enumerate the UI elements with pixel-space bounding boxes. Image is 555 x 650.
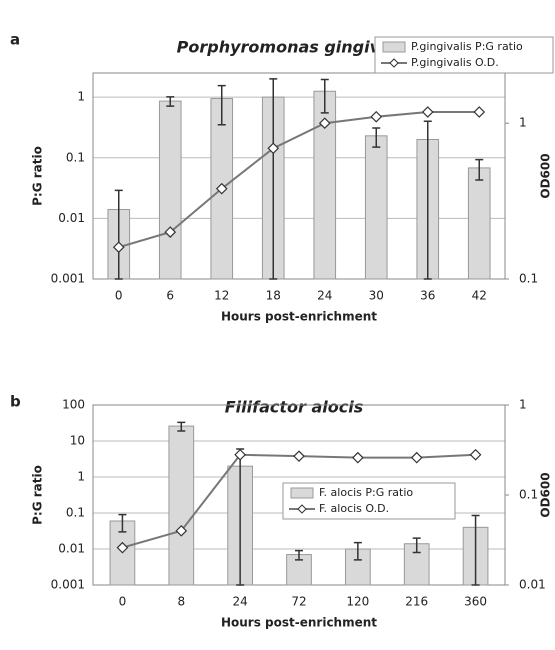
y-tick-label: 10 xyxy=(70,434,85,448)
error-bar xyxy=(114,189,123,280)
y-tick-label: 1 xyxy=(77,90,85,104)
plot-frame xyxy=(92,72,506,280)
bar xyxy=(168,425,195,586)
error-bar xyxy=(320,78,329,114)
marker xyxy=(175,524,188,537)
x-tick-label: 12 xyxy=(214,289,229,303)
x-tick-label: 8 xyxy=(177,595,185,609)
x-tick-label: 72 xyxy=(291,595,306,609)
y-tick-label: 0.001 xyxy=(51,578,85,592)
y-tick-label: 0.001 xyxy=(51,272,85,286)
x-tick-label: 24 xyxy=(317,289,332,303)
x-axis-label: Hours post-enrichment xyxy=(221,310,377,324)
legend-marker xyxy=(297,504,307,514)
error-bar xyxy=(412,537,421,554)
x-tick-label: 216 xyxy=(405,595,428,609)
y-tick-label: 0.1 xyxy=(66,150,85,164)
legend-label: F. alocis P:G ratio xyxy=(319,486,413,499)
x-tick-label: 120 xyxy=(346,595,369,609)
legend-label: P.gingivalis O.D. xyxy=(411,56,499,69)
bar xyxy=(364,135,388,280)
x-tick-label: 6 xyxy=(166,289,174,303)
y2-tick-label: 0.1 xyxy=(519,272,538,286)
marker xyxy=(267,142,280,155)
marker xyxy=(112,241,125,254)
marker xyxy=(164,226,177,238)
bar xyxy=(467,167,491,280)
error-bar xyxy=(372,127,381,148)
x-tick-label: 18 xyxy=(266,289,281,303)
marker xyxy=(370,110,383,123)
error-bar xyxy=(269,78,278,280)
y2-axis-label: OD600 xyxy=(539,153,553,198)
x-tick-label: 36 xyxy=(420,289,435,303)
error-bar xyxy=(353,541,362,561)
y2-tick-label: 0.01 xyxy=(519,578,546,592)
error-bar xyxy=(423,120,432,280)
legend-swatch xyxy=(290,487,314,499)
marker xyxy=(293,450,305,463)
marker xyxy=(215,182,228,195)
x-tick-label: 30 xyxy=(369,289,384,303)
error-bar xyxy=(177,421,186,432)
legend-swatch xyxy=(382,41,406,53)
error-bar xyxy=(475,158,484,181)
legend-label: P.gingivalis P:G ratio xyxy=(411,40,523,53)
error-bar xyxy=(295,549,303,561)
y-axis-label: P:G ratio xyxy=(31,465,45,525)
y-tick-label: 0.01 xyxy=(58,542,85,556)
chart-title: Filifactor alocis xyxy=(225,398,364,417)
error-bar xyxy=(217,84,226,126)
legend-marker xyxy=(389,58,399,68)
y-axis-label: P:G ratio xyxy=(31,146,45,206)
x-axis-label: Hours post-enrichment xyxy=(221,616,377,630)
error-bar xyxy=(118,513,127,533)
marker xyxy=(318,117,331,130)
bar xyxy=(158,100,182,280)
x-tick-label: 360 xyxy=(464,595,487,609)
error-bar xyxy=(471,514,480,586)
y2-axis-label: OD600 xyxy=(539,472,553,517)
y-tick-label: 0.1 xyxy=(66,506,85,520)
marker xyxy=(421,106,434,118)
marker xyxy=(410,451,423,464)
y2-tick-label: 1 xyxy=(519,116,527,130)
y-tick-label: 0.01 xyxy=(58,211,85,225)
marker xyxy=(473,106,486,118)
legend-label: F. alocis O.D. xyxy=(319,502,389,515)
marker xyxy=(469,448,482,461)
error-bar xyxy=(166,96,175,107)
y-tick-label: 100 xyxy=(62,398,85,412)
y2-tick-label: 1 xyxy=(519,398,527,412)
marker xyxy=(116,541,129,554)
x-tick-label: 0 xyxy=(119,595,127,609)
x-tick-label: 0 xyxy=(115,289,123,303)
chart-title: Porphyromonas gingivalis xyxy=(177,38,412,57)
y-tick-label: 1 xyxy=(77,470,85,484)
panel-label: a xyxy=(10,31,20,49)
panel-label: b xyxy=(10,393,21,411)
marker xyxy=(234,448,246,461)
y2-tick-label: 0.1 xyxy=(519,488,538,502)
line xyxy=(118,111,480,249)
x-tick-label: 42 xyxy=(472,289,487,303)
marker xyxy=(352,451,364,464)
x-tick-label: 24 xyxy=(233,595,248,609)
